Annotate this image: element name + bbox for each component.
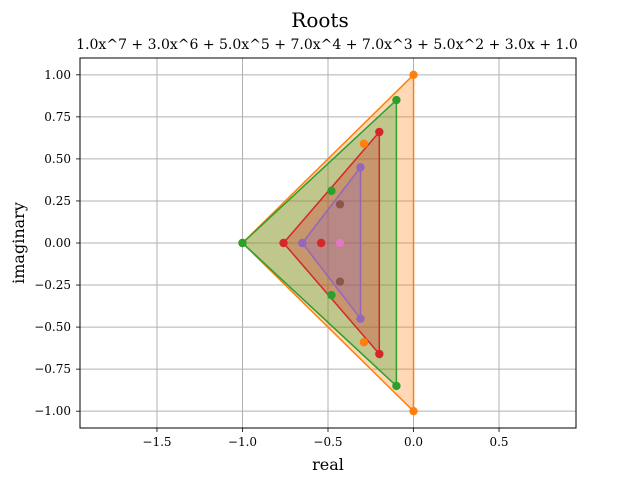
root-point — [392, 381, 401, 391]
grid — [80, 58, 576, 428]
root-point — [335, 277, 345, 286]
x-axis-label: real — [312, 455, 344, 474]
root-point — [298, 238, 307, 248]
root-point — [279, 238, 288, 248]
y-tick-label: 0.00 — [44, 236, 71, 250]
root-point — [375, 127, 384, 137]
root-point — [335, 200, 345, 209]
y-tick-label: −0.25 — [34, 278, 71, 292]
y-tick-label: −0.50 — [34, 320, 71, 334]
root-hull-polygon — [301, 166, 362, 320]
x-tick-label: −1.5 — [142, 435, 171, 449]
x-tick-label: 0.5 — [489, 435, 508, 449]
chart-title: Roots — [291, 8, 348, 32]
root-point — [316, 238, 326, 248]
root-point — [359, 139, 369, 148]
x-tick-label: −1.0 — [228, 435, 257, 449]
y-tick-label: −0.75 — [34, 362, 71, 376]
root-point — [375, 349, 384, 359]
root-point — [392, 95, 401, 105]
y-axis-label: imaginary — [9, 202, 28, 284]
y-axis: 1.00 0.75 0.50 0.25 0.00 −0.25 −0.50 −0.75 −1.00 — [34, 68, 80, 418]
y-tick-label: 0.25 — [44, 194, 71, 208]
root-point — [356, 314, 365, 323]
root-point — [409, 406, 418, 416]
chart-subtitle: 1.0x^7 + 3.0x^6 + 5.0x^5 + 7.0x^4 + 7.0x… — [76, 37, 578, 53]
root-point — [327, 186, 336, 196]
y-tick-label: 0.75 — [44, 110, 71, 124]
root-point — [359, 338, 369, 347]
root-point — [335, 238, 345, 248]
root-point — [327, 290, 336, 300]
root-point — [409, 70, 418, 80]
x-tick-label: 0.0 — [404, 435, 423, 449]
y-tick-label: 1.00 — [44, 68, 71, 82]
root-point — [356, 163, 365, 172]
root-hull-polygon — [241, 74, 415, 412]
x-tick-label: −0.5 — [313, 435, 342, 449]
y-tick-label: −1.00 — [34, 404, 71, 418]
root-point — [238, 238, 247, 248]
series-layer — [238, 70, 418, 416]
y-tick-label: 0.50 — [44, 152, 71, 166]
x-axis: −1.5 −1.0 −0.5 0.0 0.5 — [142, 428, 509, 449]
